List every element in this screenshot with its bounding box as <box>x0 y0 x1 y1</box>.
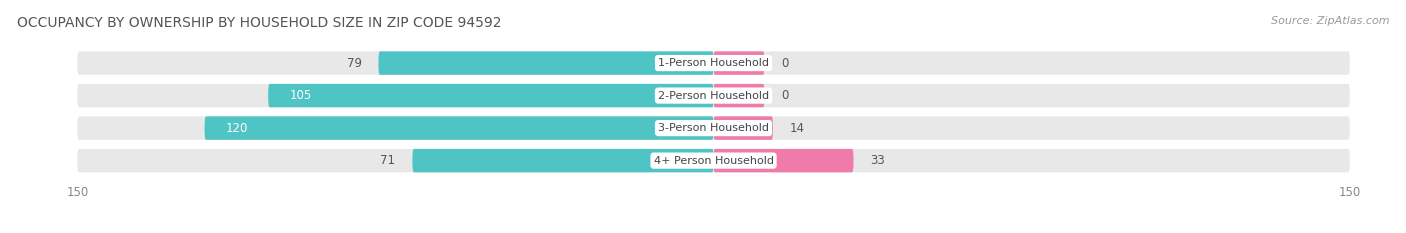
Text: 4+ Person Household: 4+ Person Household <box>654 156 773 166</box>
Text: 3-Person Household: 3-Person Household <box>658 123 769 133</box>
Text: 0: 0 <box>782 89 789 102</box>
FancyBboxPatch shape <box>412 149 714 172</box>
Text: 79: 79 <box>346 57 361 70</box>
Text: OCCUPANCY BY OWNERSHIP BY HOUSEHOLD SIZE IN ZIP CODE 94592: OCCUPANCY BY OWNERSHIP BY HOUSEHOLD SIZE… <box>17 16 502 30</box>
Text: 0: 0 <box>782 57 789 70</box>
Text: 1-Person Household: 1-Person Household <box>658 58 769 68</box>
Text: 33: 33 <box>870 154 886 167</box>
Text: Source: ZipAtlas.com: Source: ZipAtlas.com <box>1271 16 1389 26</box>
FancyBboxPatch shape <box>714 84 765 107</box>
FancyBboxPatch shape <box>205 116 714 140</box>
FancyBboxPatch shape <box>714 116 773 140</box>
FancyBboxPatch shape <box>378 51 714 75</box>
FancyBboxPatch shape <box>714 51 765 75</box>
FancyBboxPatch shape <box>77 84 1350 107</box>
FancyBboxPatch shape <box>77 116 1350 140</box>
FancyBboxPatch shape <box>77 149 1350 172</box>
Text: 2-Person Household: 2-Person Household <box>658 91 769 101</box>
Text: 105: 105 <box>290 89 312 102</box>
FancyBboxPatch shape <box>77 51 1350 75</box>
Legend: Owner-occupied, Renter-occupied: Owner-occupied, Renter-occupied <box>591 230 837 233</box>
FancyBboxPatch shape <box>269 84 714 107</box>
FancyBboxPatch shape <box>714 149 853 172</box>
Text: 71: 71 <box>381 154 395 167</box>
Text: 14: 14 <box>790 122 804 135</box>
Text: 120: 120 <box>226 122 247 135</box>
